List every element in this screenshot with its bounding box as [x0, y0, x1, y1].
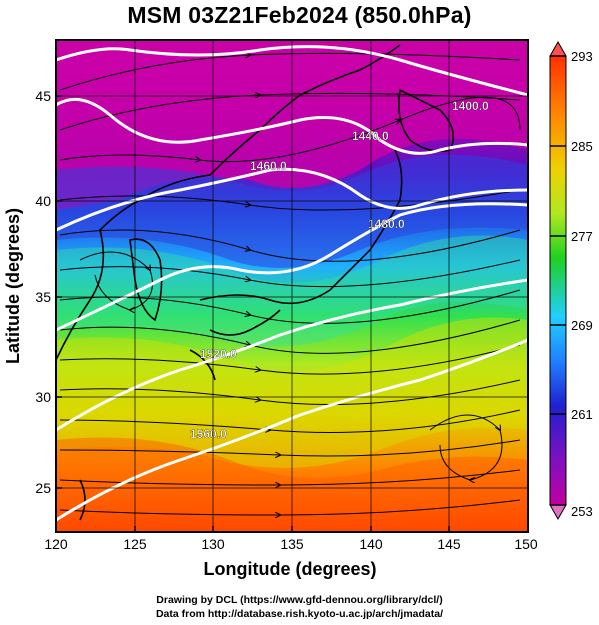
contour-label-1400: 1400.0 — [452, 99, 489, 113]
x-tick-label: 145 — [437, 536, 461, 552]
colorbar-bottom-arrow — [549, 504, 567, 521]
temperature-field: 1400.0 1440.0 1460.0 1480.0 1520.0 1560.… — [56, 40, 528, 532]
credit-data: Data from http://database.rish.kyoto-u.a… — [155, 608, 444, 620]
x-tick-label: 120 — [44, 536, 68, 552]
streamlines — [59, 53, 521, 515]
x-tick-label: 150 — [514, 536, 538, 552]
colorbar-tick-label: 269 — [571, 318, 593, 333]
x-axis-label: Longitude (degrees) — [203, 559, 376, 579]
contour-label-1520: 1520.0 — [200, 347, 237, 361]
y-tick-label: 25 — [35, 480, 51, 496]
y-tick-label: 45 — [35, 88, 51, 104]
credit-drawing: Drawing by DCL (https://www.gfd-dennou.o… — [156, 594, 443, 606]
colorbar-scale — [549, 55, 567, 506]
graticule — [56, 40, 528, 532]
y-tick-label: 40 — [35, 193, 51, 209]
y-tick-label: 30 — [35, 389, 51, 405]
colorbar-tick-label: 253 — [571, 504, 593, 519]
colorbar-top-arrow — [549, 40, 567, 57]
map-title: MSM 03Z21Feb2024 (850.0hPa) — [127, 2, 472, 28]
contour-label-1480: 1480.0 — [368, 217, 405, 231]
x-tick-label: 140 — [359, 536, 383, 552]
x-tick-label: 130 — [201, 536, 225, 552]
x-tick-label: 125 — [123, 536, 147, 552]
colorbar: 293 285 277 269 261 253 — [549, 40, 593, 521]
colorbar-tick-label: 293 — [571, 49, 593, 64]
y-tick-label: 35 — [35, 289, 51, 305]
colorbar-tick-label: 277 — [571, 229, 593, 244]
contour-label-1460: 1460.0 — [250, 159, 287, 173]
height-contours — [56, 45, 528, 522]
y-axis-label: Latitude (degrees) — [3, 208, 23, 364]
colorbar-tick-label: 285 — [571, 139, 593, 154]
colorbar-tick-label: 261 — [571, 407, 593, 422]
contour-label-1560: 1560.0 — [190, 427, 227, 441]
x-tick-label: 135 — [280, 536, 304, 552]
